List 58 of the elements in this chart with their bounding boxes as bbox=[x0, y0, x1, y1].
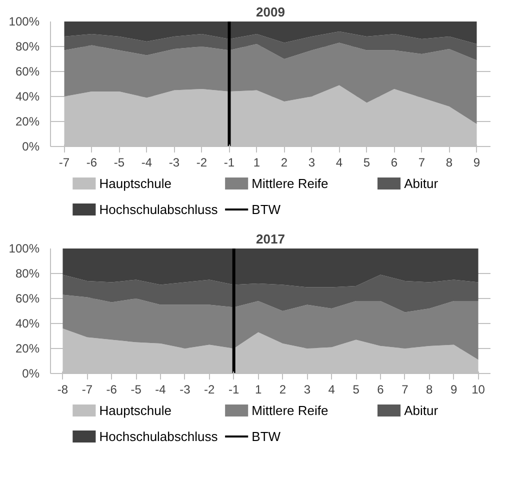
x-tick-label: -4 bbox=[141, 156, 152, 170]
y-tick-label: 20% bbox=[15, 114, 40, 128]
legend-label: Mittlere Reife bbox=[252, 403, 328, 418]
legend-label: Mittlere Reife bbox=[252, 176, 328, 191]
y-tick-label: 60% bbox=[15, 292, 40, 306]
x-tick-label: 8 bbox=[426, 382, 434, 396]
x-tick-label: -6 bbox=[106, 382, 118, 396]
x-tick-label: -3 bbox=[180, 382, 191, 396]
y-tick-label: 60% bbox=[15, 64, 40, 78]
x-tick-label: 6 bbox=[390, 156, 398, 170]
x-tick-label: -6 bbox=[86, 156, 98, 170]
x-tick-label: 2 bbox=[280, 156, 288, 170]
x-tick-label: 4 bbox=[336, 156, 343, 170]
x-tick-label: 3 bbox=[308, 156, 316, 170]
x-tick-label: 10 bbox=[472, 382, 486, 396]
x-tick-label: 5 bbox=[363, 156, 370, 170]
y-tick-label: 20% bbox=[15, 342, 40, 356]
y-tick-label: 40% bbox=[15, 90, 40, 104]
y-tick-label: 100% bbox=[8, 14, 40, 28]
x-tick-label: 2 bbox=[279, 382, 286, 396]
x-tick-label: 9 bbox=[473, 156, 480, 170]
x-tick-label: -3 bbox=[168, 156, 180, 170]
x-tick-label: 8 bbox=[446, 156, 453, 170]
x-tick-label: -2 bbox=[204, 382, 216, 396]
y-tick-label: 100% bbox=[8, 242, 40, 256]
legend-label: Abitur bbox=[404, 403, 439, 418]
x-tick-label: 1 bbox=[253, 156, 260, 170]
x-tick-label: -4 bbox=[155, 382, 166, 396]
x-tick-label: 9 bbox=[450, 382, 458, 396]
legend-label: BTW bbox=[252, 202, 282, 217]
legend-label: BTW bbox=[252, 429, 282, 444]
legend-label: Hauptschule bbox=[99, 176, 172, 191]
x-tick-label: -7 bbox=[58, 156, 70, 170]
chart-title: 2009 bbox=[256, 4, 285, 20]
x-tick-label: 7 bbox=[418, 156, 426, 170]
x-tick-label: 1 bbox=[254, 382, 262, 396]
x-tick-label: -1 bbox=[224, 156, 235, 170]
x-tick-label: -7 bbox=[82, 382, 93, 396]
y-tick-label: 40% bbox=[15, 316, 40, 330]
legend-label: Abitur bbox=[404, 176, 439, 191]
x-tick-label: -5 bbox=[130, 382, 142, 396]
y-tick-label: 0% bbox=[22, 366, 40, 380]
x-tick-label: -1 bbox=[228, 382, 240, 396]
legend-label: Hauptschule bbox=[99, 403, 172, 418]
chart-title: 2017 bbox=[256, 232, 285, 246]
x-tick-label: -5 bbox=[114, 156, 125, 170]
x-tick-label: 6 bbox=[377, 382, 384, 396]
legend-label: Hochschulabschluss bbox=[99, 202, 218, 217]
y-tick-label: 80% bbox=[15, 266, 40, 280]
legend-label: Hochschulabschluss bbox=[99, 429, 218, 444]
x-tick-label: -2 bbox=[196, 156, 208, 170]
y-tick-label: 0% bbox=[22, 140, 40, 154]
x-tick-label: 5 bbox=[352, 382, 360, 396]
y-tick-label: 80% bbox=[15, 40, 40, 54]
x-tick-label: -8 bbox=[57, 382, 68, 396]
x-tick-label: 3 bbox=[304, 382, 311, 396]
x-tick-label: 7 bbox=[402, 382, 409, 396]
x-tick-label: 4 bbox=[328, 382, 336, 396]
